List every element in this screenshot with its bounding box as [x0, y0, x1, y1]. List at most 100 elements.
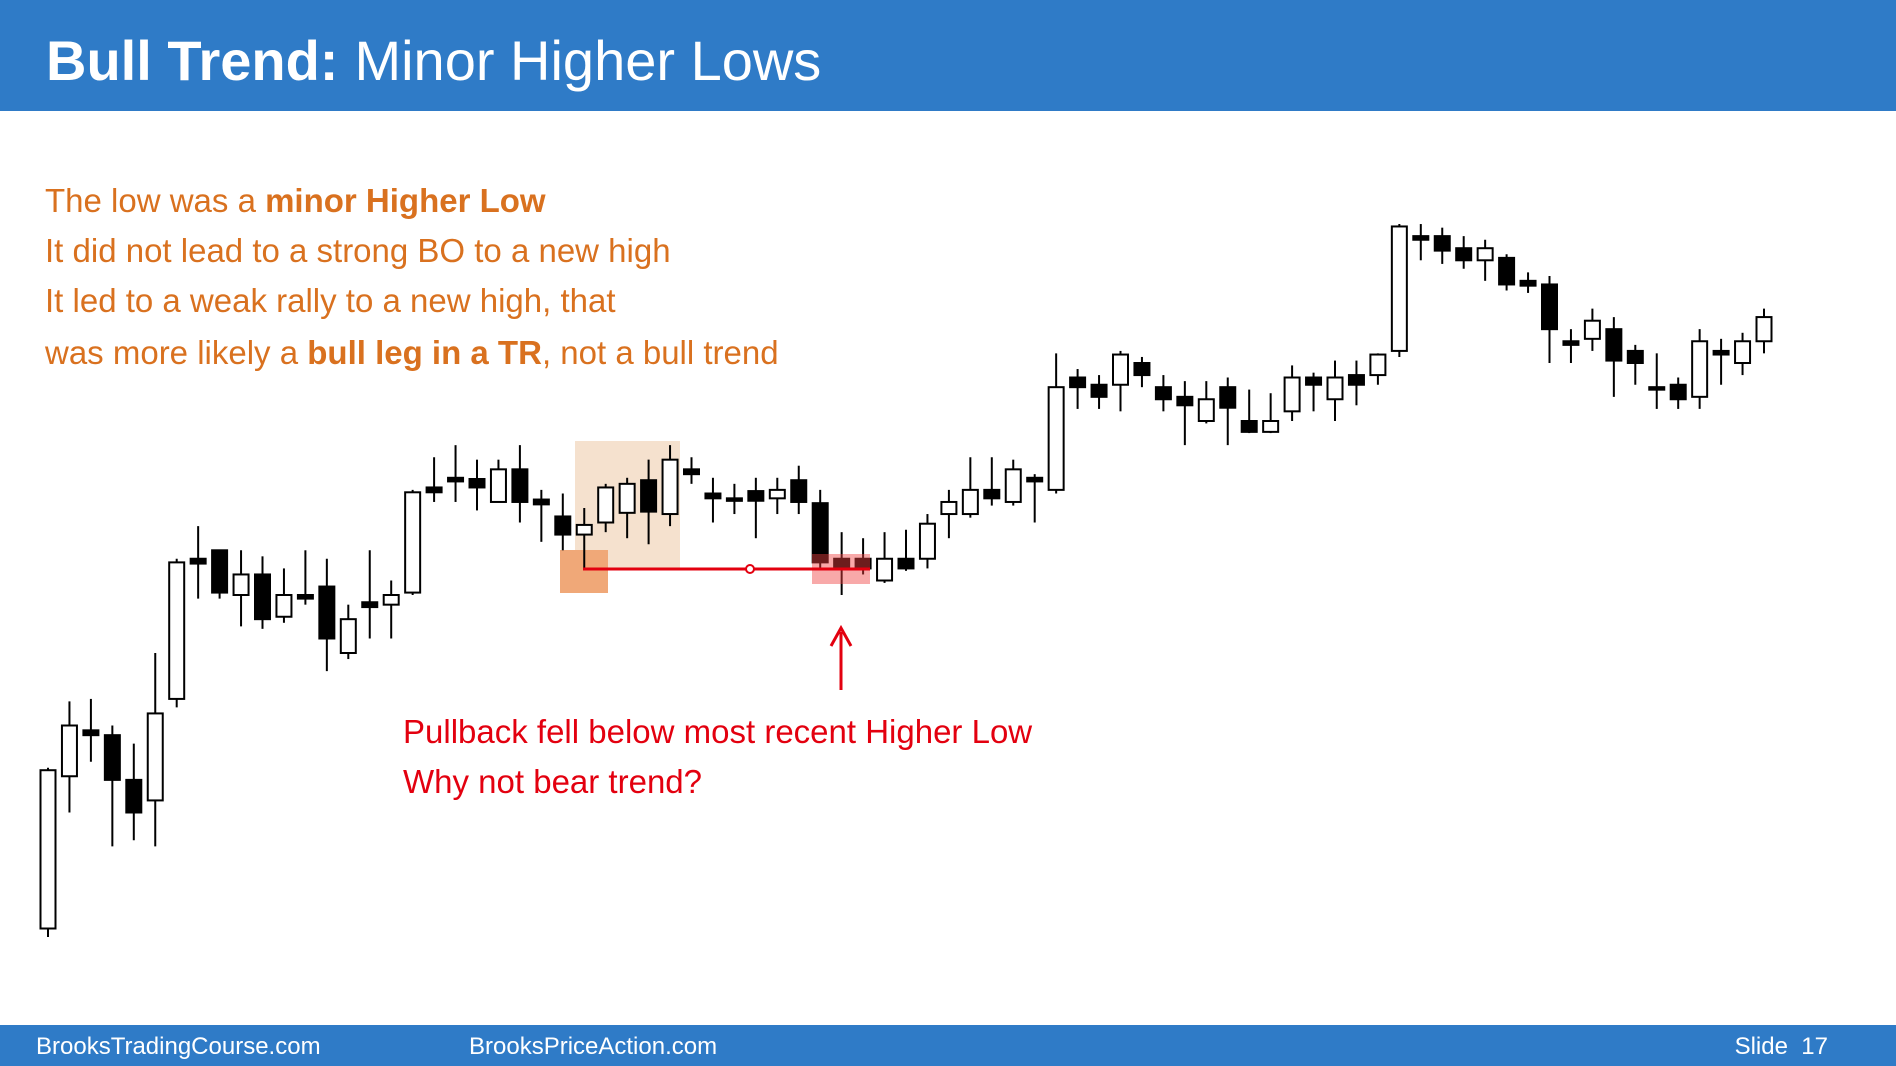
note-line: It did not lead to a strong BO to a new … [45, 232, 671, 269]
candle-body [1498, 256, 1516, 286]
note-line: It led to a weak rally to a new high, th… [45, 282, 616, 319]
slide-title: Bull Trend: Minor Higher Lows [46, 29, 821, 92]
candle-body [768, 488, 786, 500]
candle-body [125, 778, 143, 814]
candle-body [597, 486, 615, 524]
candle-body [940, 500, 958, 516]
candle-body [897, 557, 915, 570]
candle-body [1734, 340, 1752, 364]
note-text: The low was a [45, 182, 265, 219]
candle-body [168, 561, 186, 700]
candle-body [296, 594, 314, 600]
candles [39, 224, 1773, 937]
candle-body [1669, 383, 1687, 401]
candle-body [1262, 420, 1280, 433]
candle-body [1562, 340, 1580, 346]
candle-body [1691, 340, 1709, 398]
candle-body [1004, 468, 1022, 503]
candle-body [82, 729, 100, 737]
candle-body [511, 468, 529, 503]
footer-right: Slide 17 [1735, 1033, 1828, 1060]
note-line: The low was a minor Higher Low [45, 182, 546, 219]
candle-body [404, 491, 422, 594]
note-bold: bull leg in a TR [307, 334, 542, 371]
candle-body [1283, 376, 1301, 413]
candle-body [1305, 376, 1323, 386]
candle-body [1176, 395, 1194, 407]
candle-body [661, 458, 679, 516]
candle-body [489, 468, 507, 503]
candle-body [339, 618, 357, 655]
note-text: , not a bull trend [542, 334, 779, 371]
candle-body [103, 734, 121, 781]
candle-body [1047, 386, 1065, 491]
candle-body [1390, 225, 1408, 352]
candle-body [275, 594, 293, 618]
candle-body [725, 497, 743, 502]
candle-body [876, 557, 894, 582]
candle-body [704, 492, 722, 500]
candle-body [1648, 386, 1666, 391]
candle-body [554, 515, 572, 536]
candle-body [532, 498, 550, 506]
candle-body [1541, 283, 1558, 331]
candle-body [640, 479, 658, 513]
note-line: was more likely a bull leg in a TR, not … [44, 334, 779, 371]
candle-body [382, 594, 400, 606]
title-rest: Minor Higher Lows [354, 29, 821, 92]
title-bold: Bull Trend: [46, 29, 338, 92]
candle-body [811, 502, 829, 564]
candle-body [60, 724, 78, 778]
candle-body [1347, 374, 1365, 386]
candle-body [1069, 376, 1087, 389]
candle-body [318, 585, 336, 640]
candle-body [1626, 349, 1644, 364]
candle-body [447, 476, 465, 483]
candle-body [361, 601, 379, 609]
footer-left: BrooksTradingCourse.com [36, 1033, 321, 1060]
candle-body [1154, 386, 1172, 401]
candle-body [1519, 279, 1537, 287]
footer-bar [0, 1025, 1896, 1066]
candle-body [211, 549, 229, 594]
candle-body [1112, 353, 1129, 386]
candle-body [1455, 247, 1473, 262]
candle-body [1326, 376, 1344, 401]
candle-body [1026, 476, 1044, 483]
candle-body [1240, 420, 1258, 433]
line-handle [745, 564, 755, 574]
candle-body [683, 468, 700, 476]
candle-body [254, 573, 271, 621]
candle-body [1412, 235, 1430, 241]
callout-line: Pullback fell below most recent Higher L… [403, 713, 1032, 750]
note-text: It did not lead to a strong BO to a new … [45, 232, 671, 269]
candle-body [1712, 349, 1730, 356]
candle-body [1090, 383, 1108, 398]
header-bar [0, 0, 1896, 111]
candle-body [983, 488, 1001, 500]
candle-body [1133, 362, 1151, 377]
callout-line: Why not bear trend? [403, 763, 702, 800]
footer-middle: BrooksPriceAction.com [469, 1033, 717, 1060]
candle-body [618, 482, 636, 514]
candle-body [1219, 386, 1237, 409]
candle-body [1583, 319, 1601, 340]
candle-body [1605, 328, 1623, 362]
candle-body [468, 478, 486, 489]
candle-body [1476, 247, 1494, 262]
candle-body [1369, 353, 1387, 377]
note-text: It led to a weak rally to a new high, th… [45, 282, 616, 319]
candle-body [747, 490, 765, 502]
candle-body [189, 557, 207, 565]
candle-body [918, 522, 936, 560]
candle-body [425, 486, 443, 494]
candle-body [1433, 235, 1451, 252]
candle-body [39, 769, 57, 930]
candle-body [790, 479, 808, 503]
note-text: was more likely a [44, 334, 307, 371]
candle-body [232, 573, 250, 596]
candle-body [961, 488, 979, 516]
candle-body [146, 712, 164, 802]
